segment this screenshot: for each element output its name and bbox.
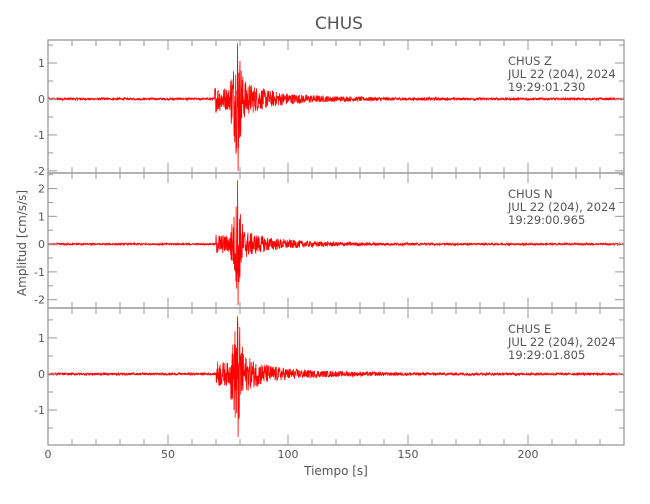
x-tick-label: 100 bbox=[278, 448, 299, 461]
y-tick-label: -1 bbox=[34, 129, 45, 142]
y-axis-label: Amplitud [cm/s/s] bbox=[15, 190, 29, 296]
waveform-z bbox=[47, 43, 625, 171]
y-tick-label: 1 bbox=[38, 57, 45, 70]
station-label: CHUS E bbox=[508, 322, 551, 336]
time-label: 19:29:00.965 bbox=[508, 213, 585, 227]
station-label: CHUS N bbox=[508, 187, 553, 201]
y-tick-label: 0 bbox=[38, 93, 45, 106]
y-tick-label: 2 bbox=[38, 183, 45, 196]
x-axis-label: Tiempo [s] bbox=[303, 464, 368, 478]
x-tick-label: 150 bbox=[398, 448, 419, 461]
y-tick-label: 1 bbox=[38, 332, 45, 345]
waveform-n bbox=[47, 180, 625, 306]
x-tick-label: 50 bbox=[161, 448, 175, 461]
time-label: 19:29:01.805 bbox=[508, 348, 585, 362]
date-label: JUL 22 (204), 2024 bbox=[507, 335, 616, 349]
y-tick-label: 0 bbox=[38, 238, 45, 251]
y-tick-label: 0 bbox=[38, 368, 45, 381]
y-tick-label: -1 bbox=[34, 404, 45, 417]
date-label: JUL 22 (204), 2024 bbox=[507, 200, 616, 214]
chart-title: CHUS bbox=[315, 14, 363, 34]
station-label: CHUS Z bbox=[508, 54, 552, 68]
y-tick-label: -2 bbox=[34, 294, 45, 307]
y-tick-label: -1 bbox=[34, 266, 45, 279]
y-tick-label: -2 bbox=[34, 165, 45, 178]
date-label: JUL 22 (204), 2024 bbox=[507, 67, 616, 81]
x-tick-label: 200 bbox=[518, 448, 539, 461]
x-tick-label: 0 bbox=[45, 448, 52, 461]
waveform-e bbox=[47, 316, 625, 438]
time-label: 19:29:01.230 bbox=[508, 80, 585, 94]
y-tick-label: 1 bbox=[38, 210, 45, 223]
